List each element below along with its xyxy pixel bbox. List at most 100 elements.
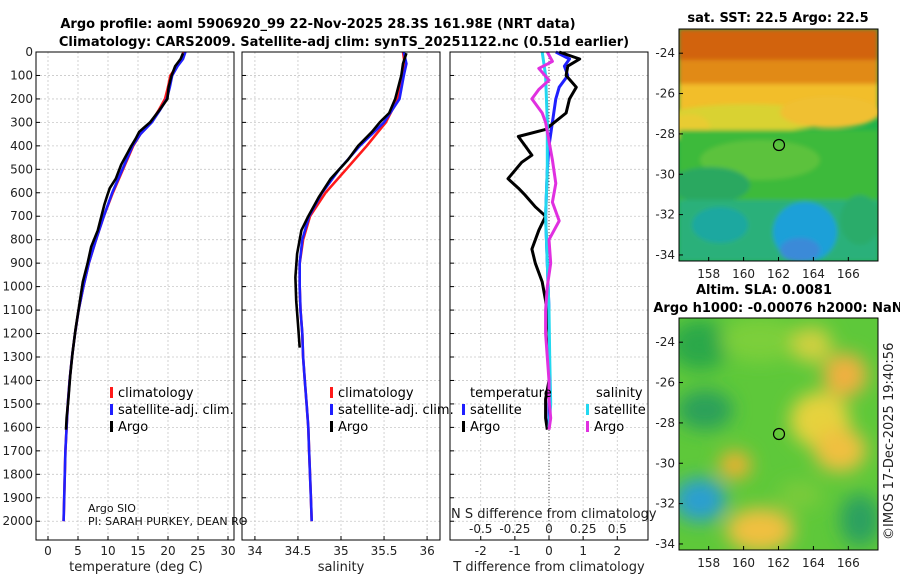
map-x-tick-label: 164 xyxy=(802,267,825,281)
y-tick-label: 400 xyxy=(10,139,33,153)
legend-label-temp-satellite: satellite xyxy=(470,403,522,418)
x-tick-label: 20 xyxy=(160,544,175,558)
x-tick-label: 35 xyxy=(333,544,348,558)
sst-map-title: sat. SST: 22.5 Argo: 22.5 xyxy=(687,11,868,26)
legend-label-argo: Argo xyxy=(118,420,148,435)
legend-label-climatology: climatology xyxy=(338,386,414,401)
legend-title-salinity: salinity xyxy=(596,386,643,401)
legend-swatch-sal-satellite xyxy=(586,404,589,415)
y-tick-label: 1100 xyxy=(2,303,33,317)
legend-swatch-satellite-adj xyxy=(110,404,113,415)
sst-map-axes: 158 160 162 164 166 -24 -26 -28 -30 -32 -34 xyxy=(655,28,879,281)
y-tick-label: 1600 xyxy=(2,420,33,434)
legend-swatch-climatology xyxy=(330,387,333,398)
difference-legend: temperature salinity satellite Argo sate… xyxy=(462,386,646,435)
y-tick-label: 1200 xyxy=(2,327,33,341)
top-x-tick-label: -0.25 xyxy=(499,522,530,536)
x-tick-label: -1 xyxy=(509,544,521,558)
temperature-profile-panel: 0 5 10 15 20 25 300100200300400500600700800900… xyxy=(2,45,235,558)
y-tick-label: 800 xyxy=(10,233,33,247)
y-tick-label: 1700 xyxy=(2,444,33,458)
footer-timestamp: ©IMOS 17-Dec-2025 19:40:56 xyxy=(882,343,897,540)
x-tick-label: 15 xyxy=(130,544,145,558)
map-y-tick-label: -34 xyxy=(655,537,675,551)
y-tick-label: 1500 xyxy=(2,397,33,411)
institution-label: Argo SIO xyxy=(88,502,136,515)
y-tick-label: 1800 xyxy=(2,467,33,481)
map-y-tick-label: -28 xyxy=(655,127,675,141)
y-tick-label: 700 xyxy=(10,209,33,223)
x-tick-label: 10 xyxy=(100,544,115,558)
map-y-tick-label: -32 xyxy=(655,497,675,511)
legend-swatch-climatology xyxy=(110,387,113,398)
x-tick-label: 34 xyxy=(247,544,262,558)
legend-swatch-temp-argo xyxy=(462,421,465,432)
y-tick-label: 1000 xyxy=(2,280,33,294)
map-x-tick-label: 158 xyxy=(697,267,720,281)
map-x-tick-label: 164 xyxy=(802,556,825,570)
y-tick-label: 200 xyxy=(10,92,33,106)
legend-swatch-temp-satellite xyxy=(462,404,465,415)
legend-label-sal-argo: Argo xyxy=(594,420,624,435)
x-tick-label: -2 xyxy=(475,544,487,558)
title-line-2: Climatology: CARS2009. Satellite-adj cli… xyxy=(59,35,629,50)
x-tick-label: 36 xyxy=(419,544,434,558)
series-line-argo xyxy=(64,52,185,430)
x-tick-label: 30 xyxy=(220,544,235,558)
pi-label: PI: SARAH PURKEY, DEAN RO xyxy=(88,515,248,528)
legend-swatch-argo xyxy=(110,421,113,432)
x-tick-label: 0 xyxy=(44,544,52,558)
legend-label-argo: Argo xyxy=(338,420,368,435)
legend-swatch-argo xyxy=(330,421,333,432)
sla-argo-marker xyxy=(772,427,786,441)
series-line-salinity-argo xyxy=(530,51,561,430)
difference-profile-panel: -2 -1 0 1 2 -0.5 -0.25 0 0.25 0.5 xyxy=(449,50,649,558)
overlap-text: N S difference from climatology xyxy=(451,507,657,522)
temperature-xlabel: temperature (deg C) xyxy=(69,560,203,575)
series-line-argo xyxy=(294,52,408,348)
sla-map-axes: 158 160 162 164 166 -24 -26 -28 -30 -32 -34 xyxy=(655,317,879,570)
map-y-tick-label: -30 xyxy=(655,167,675,181)
series-line-temperature-argo xyxy=(506,50,582,430)
x-tick-label: 1 xyxy=(579,544,587,558)
map-x-tick-label: 162 xyxy=(767,556,790,570)
sla-map-title-1: Altim. SLA: 0.0081 xyxy=(696,283,832,298)
y-tick-label: 1400 xyxy=(2,373,33,387)
map-x-tick-label: 160 xyxy=(732,556,755,570)
map-y-tick-label: -24 xyxy=(655,46,675,60)
legend-label-climatology: climatology xyxy=(118,386,194,401)
x-tick-label: 2 xyxy=(613,544,621,558)
map-x-tick-label: 162 xyxy=(767,267,790,281)
temperature-legend: climatology satellite-adj. clim. Argo xyxy=(110,386,234,435)
x-tick-label: 25 xyxy=(190,544,205,558)
sla-map-title-2: Argo h1000: -0.00076 h2000: NaN xyxy=(653,301,900,316)
y-tick-label: 2000 xyxy=(2,514,33,528)
legend-label-satellite-adj: satellite-adj. clim. xyxy=(338,403,454,418)
map-y-tick-label: -24 xyxy=(655,335,675,349)
map-y-tick-label: -34 xyxy=(655,248,675,262)
y-tick-label: 1300 xyxy=(2,350,33,364)
top-x-tick-label: 0 xyxy=(545,522,553,536)
y-tick-label: 500 xyxy=(10,162,33,176)
map-y-tick-label: -26 xyxy=(655,376,675,390)
salinity-legend: climatology satellite-adj. clim. Argo xyxy=(330,386,454,435)
y-tick-label: 300 xyxy=(10,115,33,129)
legend-swatch-sal-argo xyxy=(586,421,589,432)
series-line-satellite-adj-clim- xyxy=(298,51,408,522)
map-y-tick-label: -30 xyxy=(655,456,675,470)
top-x-tick-label: 0.25 xyxy=(570,522,597,536)
difference-xlabel: T difference from climatology xyxy=(452,560,645,575)
x-tick-label: 5 xyxy=(74,544,82,558)
legend-title-temperature: temperature xyxy=(470,386,552,401)
x-tick-label: 34.5 xyxy=(285,544,312,558)
map-x-tick-label: 160 xyxy=(732,267,755,281)
salinity-xlabel: salinity xyxy=(318,560,365,575)
salinity-profile-panel: 34 34.5 35 35.5 36 xyxy=(241,51,441,558)
top-x-tick-label: 0.5 xyxy=(608,522,627,536)
x-tick-label: 35.5 xyxy=(371,544,398,558)
top-x-tick-label: -0.5 xyxy=(469,522,492,536)
y-tick-label: 0 xyxy=(25,45,33,59)
y-tick-label: 1900 xyxy=(2,491,33,505)
sst-argo-marker xyxy=(772,138,786,152)
